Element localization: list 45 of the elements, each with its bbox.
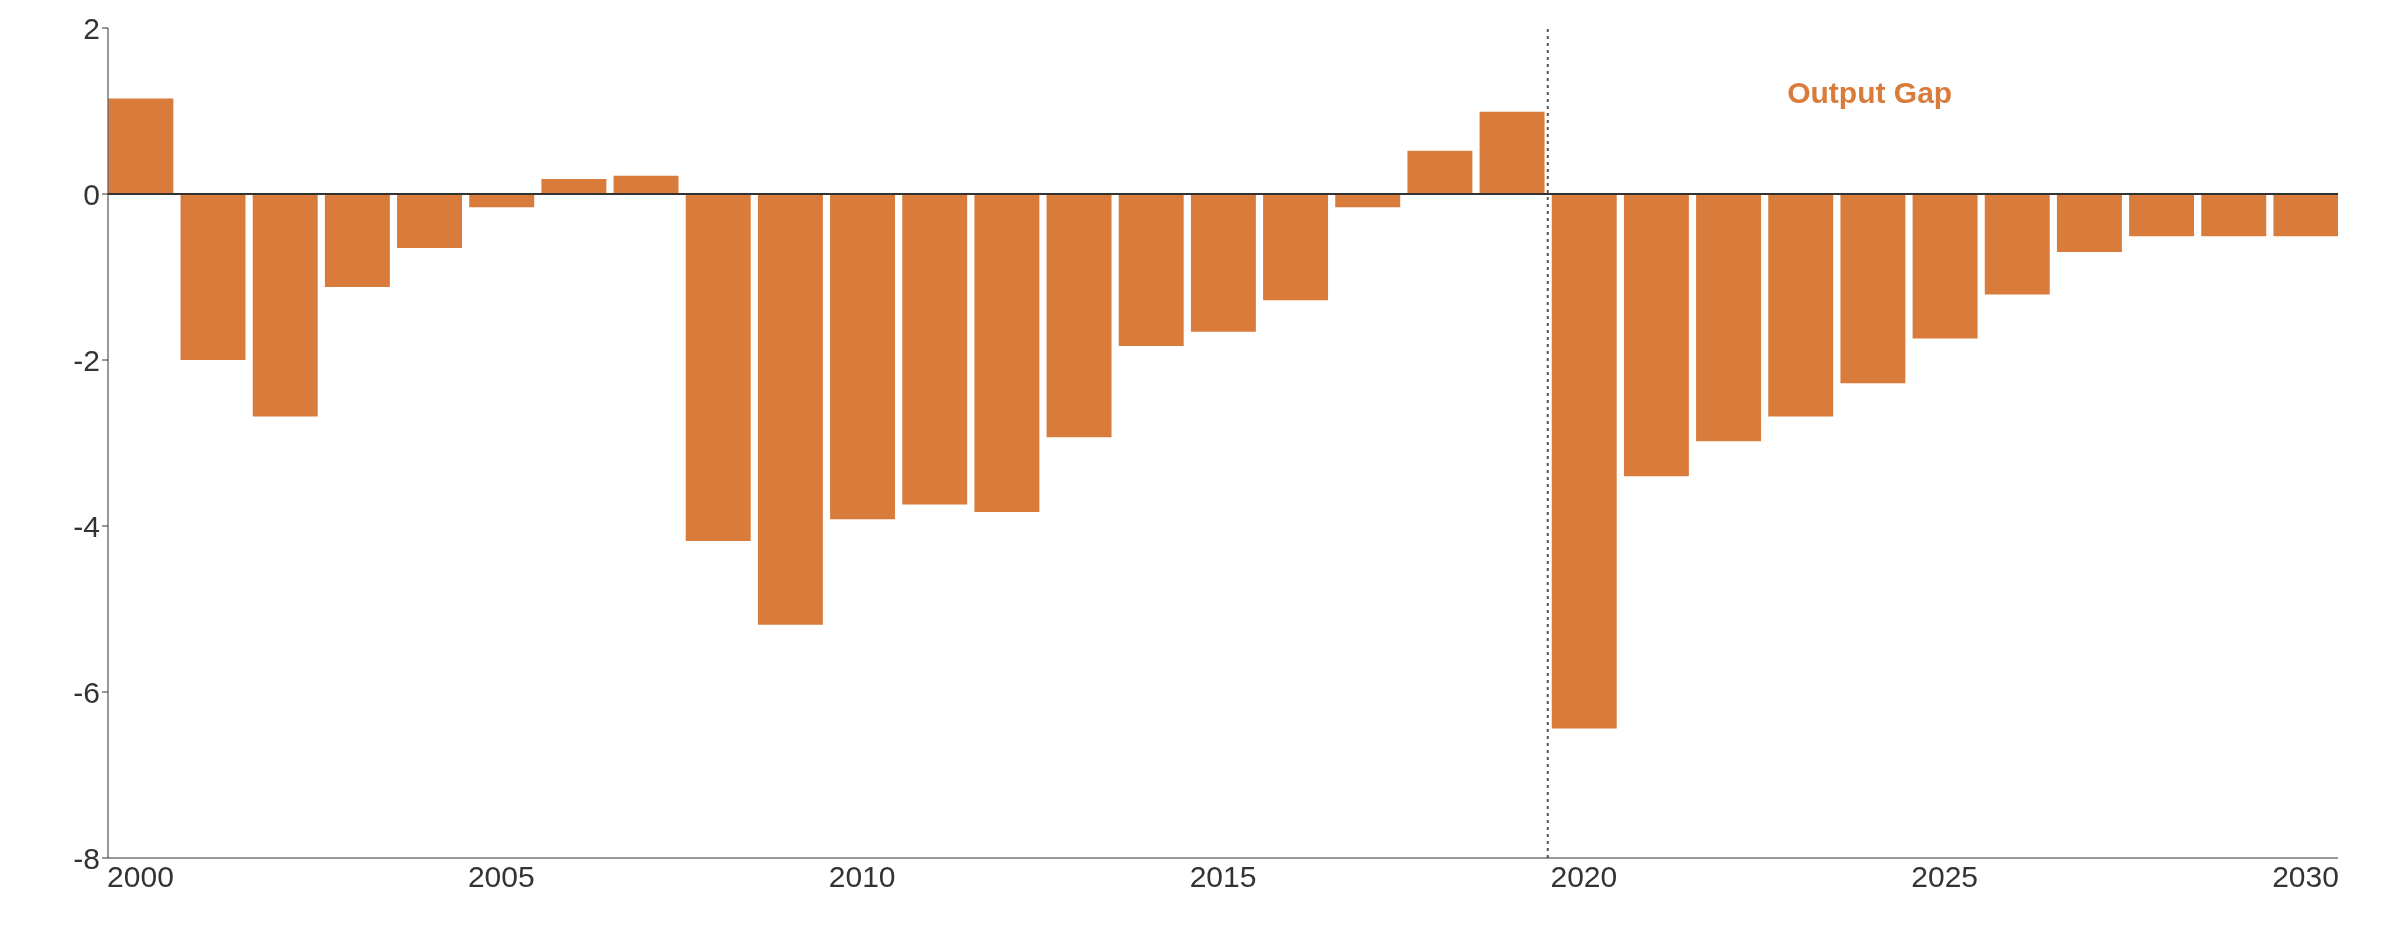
bar (1407, 150, 1473, 194)
bar (1984, 194, 2050, 295)
bar (1046, 194, 1112, 438)
y-tick-label: -6 (73, 675, 100, 709)
bar (830, 194, 896, 520)
y-tick-label: -8 (73, 841, 100, 875)
bar (397, 194, 463, 248)
bar (974, 194, 1040, 512)
bar (1768, 194, 1834, 417)
bar (1912, 194, 1978, 339)
bar (613, 175, 679, 194)
x-tick-label: 2030 (2272, 860, 2339, 894)
bar (757, 194, 823, 625)
bar (1479, 111, 1545, 194)
bar (1696, 194, 1762, 442)
x-tick-label: 2025 (1911, 860, 1979, 894)
y-tick-label: -2 (73, 343, 100, 377)
y-tick-label: 2 (83, 11, 100, 45)
bar (2201, 194, 2267, 237)
bar (1190, 194, 1256, 332)
x-tick-label: 2000 (107, 860, 174, 894)
bar (902, 194, 968, 505)
annotation: Output Gap (1787, 75, 1953, 109)
bar (1118, 194, 1184, 346)
bar (324, 194, 390, 287)
bar (2056, 194, 2122, 253)
bar (685, 194, 751, 541)
bar (1623, 194, 1689, 477)
bar (1551, 194, 1617, 729)
x-tick-label: 2010 (828, 860, 896, 894)
bar (469, 194, 535, 208)
bar (2129, 194, 2195, 237)
bar (541, 179, 607, 194)
x-tick-label: 2005 (467, 860, 535, 894)
x-tick-label: 2015 (1189, 860, 1257, 894)
bar (108, 98, 174, 194)
bar (180, 194, 246, 360)
bar (1263, 194, 1329, 301)
bar (2273, 194, 2338, 237)
y-tick-label: 0 (83, 177, 100, 211)
y-tick-label: -4 (73, 509, 100, 543)
bar (1840, 194, 1906, 384)
x-tick-label: 2020 (1550, 860, 1618, 894)
bar (1335, 194, 1401, 208)
bar (252, 194, 318, 417)
